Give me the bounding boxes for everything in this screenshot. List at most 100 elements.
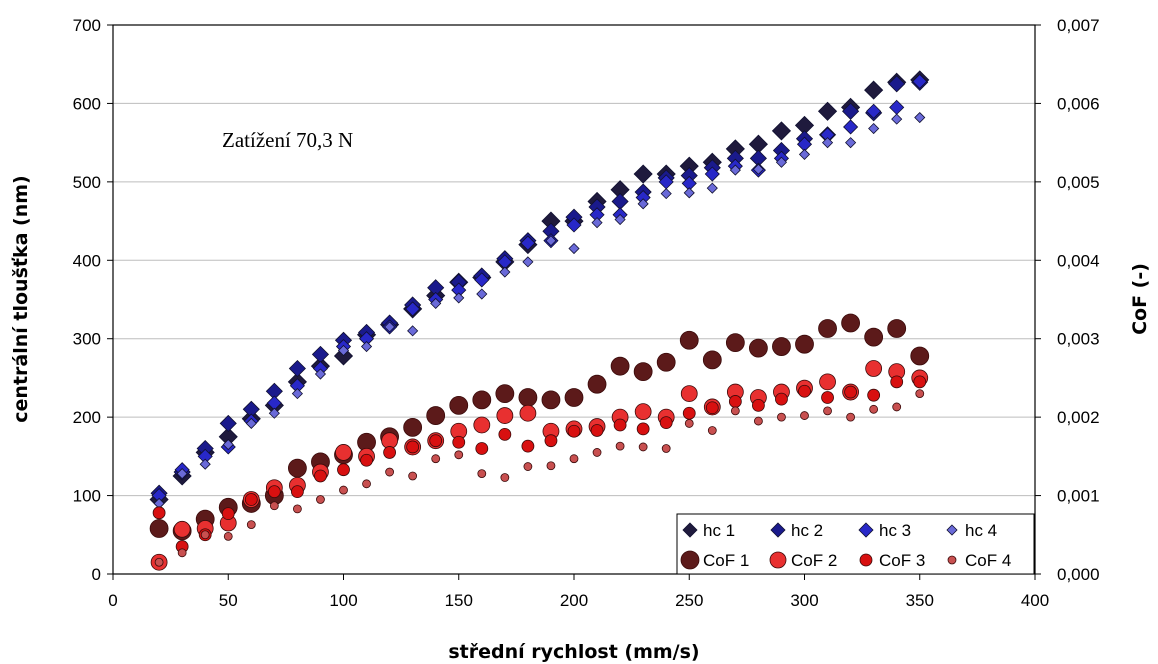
legend-label: CoF 2	[791, 551, 837, 570]
data-point	[706, 182, 718, 194]
data-point	[316, 495, 325, 504]
x-tick-label: 200	[560, 591, 588, 610]
data-point	[339, 485, 348, 495]
data-point	[864, 80, 884, 100]
y2-tick-label: 0,000	[1057, 565, 1100, 584]
legend-marker	[946, 524, 958, 536]
y2-axis-ticks: 0,000 0,001 0,002 0,003 0,004 0,005 0,006 0,007	[1035, 16, 1100, 584]
legend-label: CoF 3	[879, 551, 925, 570]
data-point	[684, 419, 694, 428]
x-tick-label: 100	[329, 591, 357, 610]
data-point	[817, 101, 838, 121]
legend-label: hc 2	[791, 521, 823, 540]
data-point	[661, 444, 671, 453]
data-point	[426, 406, 446, 425]
data-point	[679, 330, 699, 350]
x-tick-label: 350	[906, 591, 934, 610]
legend-label: CoF 1	[703, 551, 749, 570]
y2-tick-label: 0,001	[1057, 487, 1100, 506]
y-axis-ticks: 0 100 200 300 400 500 600 700	[73, 16, 113, 584]
data-point	[818, 319, 837, 338]
data-point	[914, 111, 926, 124]
series-cof-1	[149, 313, 930, 541]
data-point	[656, 352, 676, 372]
y-tick-label: 300	[73, 330, 101, 349]
x-tick-label: 300	[790, 591, 818, 610]
data-point	[568, 242, 580, 255]
data-point	[771, 121, 792, 141]
data-point	[335, 444, 352, 461]
data-point	[405, 301, 421, 317]
data-point	[842, 102, 860, 120]
data-point	[613, 418, 627, 432]
data-point	[385, 467, 395, 477]
data-point	[244, 493, 258, 506]
data-point	[637, 198, 649, 210]
x-axis-title: střední rychlost (mm/s)	[448, 641, 699, 663]
x-tick-label: 250	[675, 591, 703, 610]
legend-label: hc 4	[965, 521, 997, 540]
x-tick-label: 400	[1021, 591, 1049, 610]
data-point	[823, 406, 832, 416]
data-point	[474, 272, 490, 288]
legend-marker	[769, 551, 787, 569]
legend: hc 1 hc 2 hc 3 hc 4 CoF 1 CoF 2 CoF 3 CoF 4	[676, 513, 1035, 575]
data-point	[821, 137, 834, 149]
data-point	[268, 407, 280, 419]
data-point	[730, 406, 740, 416]
data-point	[246, 520, 256, 529]
data-point	[590, 424, 604, 437]
data-point	[610, 356, 630, 376]
data-point	[614, 213, 626, 226]
data-point	[519, 404, 537, 422]
data-point	[546, 461, 556, 471]
x-tick-label: 0	[108, 591, 117, 610]
legend-marker	[859, 553, 873, 567]
data-point	[660, 188, 672, 200]
data-point	[680, 385, 698, 403]
data-point	[846, 412, 855, 422]
data-point	[496, 407, 514, 424]
data-point	[149, 519, 169, 538]
data-point	[888, 75, 906, 93]
data-points	[149, 70, 930, 571]
data-point	[633, 362, 653, 382]
data-point	[449, 395, 469, 415]
data-point	[384, 321, 396, 333]
data-point	[269, 501, 279, 511]
data-point	[636, 422, 650, 436]
data-point	[566, 217, 582, 233]
data-point	[476, 288, 488, 300]
data-point	[704, 166, 720, 182]
data-point	[267, 485, 281, 499]
data-point	[843, 119, 859, 135]
data-point	[702, 350, 722, 370]
data-point	[728, 395, 742, 408]
data-point	[223, 531, 233, 541]
data-point	[453, 292, 465, 304]
data-point	[521, 439, 535, 453]
data-point	[287, 458, 307, 478]
legend-label: hc 3	[879, 521, 911, 540]
data-point	[452, 435, 466, 449]
data-point	[200, 530, 210, 540]
data-point	[173, 520, 191, 538]
legend-marker	[947, 555, 957, 565]
data-point	[383, 446, 397, 459]
data-point	[915, 389, 925, 399]
legend-label: hc 1	[703, 521, 735, 540]
data-point	[541, 390, 561, 410]
data-point	[887, 319, 907, 338]
data-point	[311, 345, 330, 363]
data-point	[291, 388, 303, 400]
data-point	[795, 334, 814, 354]
legend-box	[676, 513, 1035, 575]
data-point	[454, 450, 464, 460]
data-point	[360, 453, 373, 467]
data-point	[777, 412, 786, 422]
data-point	[683, 187, 695, 199]
data-point	[545, 235, 557, 247]
data-point	[752, 163, 764, 175]
y-tick-label: 600	[73, 94, 101, 113]
data-point	[869, 404, 879, 414]
